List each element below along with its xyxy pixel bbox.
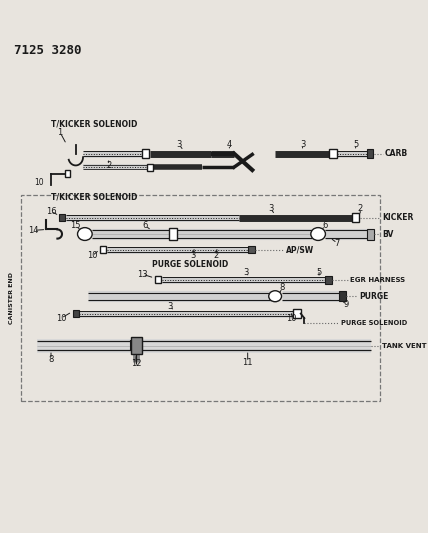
- Text: EGR HARNESS: EGR HARNESS: [350, 277, 405, 283]
- Bar: [324, 276, 332, 284]
- Bar: [329, 149, 337, 158]
- Text: 3: 3: [167, 302, 172, 311]
- Text: AP/SW: AP/SW: [286, 245, 314, 254]
- Bar: [100, 246, 106, 253]
- Text: 5: 5: [353, 140, 358, 149]
- Text: T/KICKER SOLENOID: T/KICKER SOLENOID: [51, 119, 137, 128]
- Text: 15: 15: [71, 221, 81, 230]
- Text: CANISTER END: CANISTER END: [9, 272, 14, 324]
- Bar: [367, 229, 374, 239]
- Text: 7125 3280: 7125 3280: [14, 44, 81, 56]
- Text: 10: 10: [87, 252, 98, 261]
- Text: 3: 3: [268, 204, 273, 213]
- Text: 3: 3: [300, 140, 305, 149]
- Text: 6: 6: [323, 221, 328, 230]
- Text: 16: 16: [46, 207, 56, 216]
- Text: 3: 3: [176, 140, 182, 149]
- Bar: [169, 228, 177, 240]
- Ellipse shape: [77, 228, 92, 240]
- Text: 4: 4: [227, 140, 232, 149]
- Text: KICKER: KICKER: [382, 213, 413, 222]
- Text: PURGE: PURGE: [359, 292, 389, 301]
- Text: 3: 3: [190, 252, 196, 261]
- Text: 10: 10: [286, 314, 297, 322]
- Text: 2: 2: [106, 161, 111, 170]
- Text: 10: 10: [56, 314, 66, 322]
- Bar: [248, 246, 255, 253]
- Bar: [142, 149, 149, 158]
- Text: CARB: CARB: [385, 149, 408, 158]
- Bar: [147, 164, 153, 171]
- Text: 7: 7: [335, 239, 340, 248]
- Text: 2: 2: [357, 204, 363, 213]
- Ellipse shape: [269, 290, 282, 302]
- Text: 13: 13: [137, 270, 148, 279]
- Text: 5: 5: [316, 268, 322, 277]
- Text: PURGE SOLENOID: PURGE SOLENOID: [152, 260, 228, 269]
- Text: 12: 12: [131, 359, 141, 368]
- Bar: [294, 310, 301, 318]
- Text: 10: 10: [35, 177, 44, 187]
- Text: 6: 6: [143, 221, 148, 230]
- Bar: [59, 214, 65, 221]
- Text: 9: 9: [344, 300, 349, 309]
- Text: TANK VENT: TANK VENT: [382, 343, 427, 349]
- Ellipse shape: [311, 228, 325, 240]
- Bar: [65, 171, 70, 177]
- Bar: [72, 310, 79, 317]
- Text: 8: 8: [280, 284, 285, 293]
- Text: PURGE SOLENOID: PURGE SOLENOID: [341, 320, 407, 326]
- Text: 2: 2: [213, 252, 218, 261]
- Text: 3: 3: [243, 268, 249, 277]
- Text: 8: 8: [48, 355, 54, 364]
- Text: 14: 14: [28, 226, 39, 235]
- Bar: [367, 149, 374, 158]
- Text: 11: 11: [242, 358, 253, 367]
- Text: T/KICKER SOLENOID: T/KICKER SOLENOID: [51, 192, 137, 201]
- Bar: [155, 276, 161, 284]
- Bar: [21, 195, 380, 400]
- Text: 1: 1: [57, 128, 63, 137]
- Bar: [131, 337, 142, 354]
- Text: BV: BV: [382, 230, 393, 239]
- Bar: [352, 213, 359, 222]
- Bar: [339, 291, 347, 301]
